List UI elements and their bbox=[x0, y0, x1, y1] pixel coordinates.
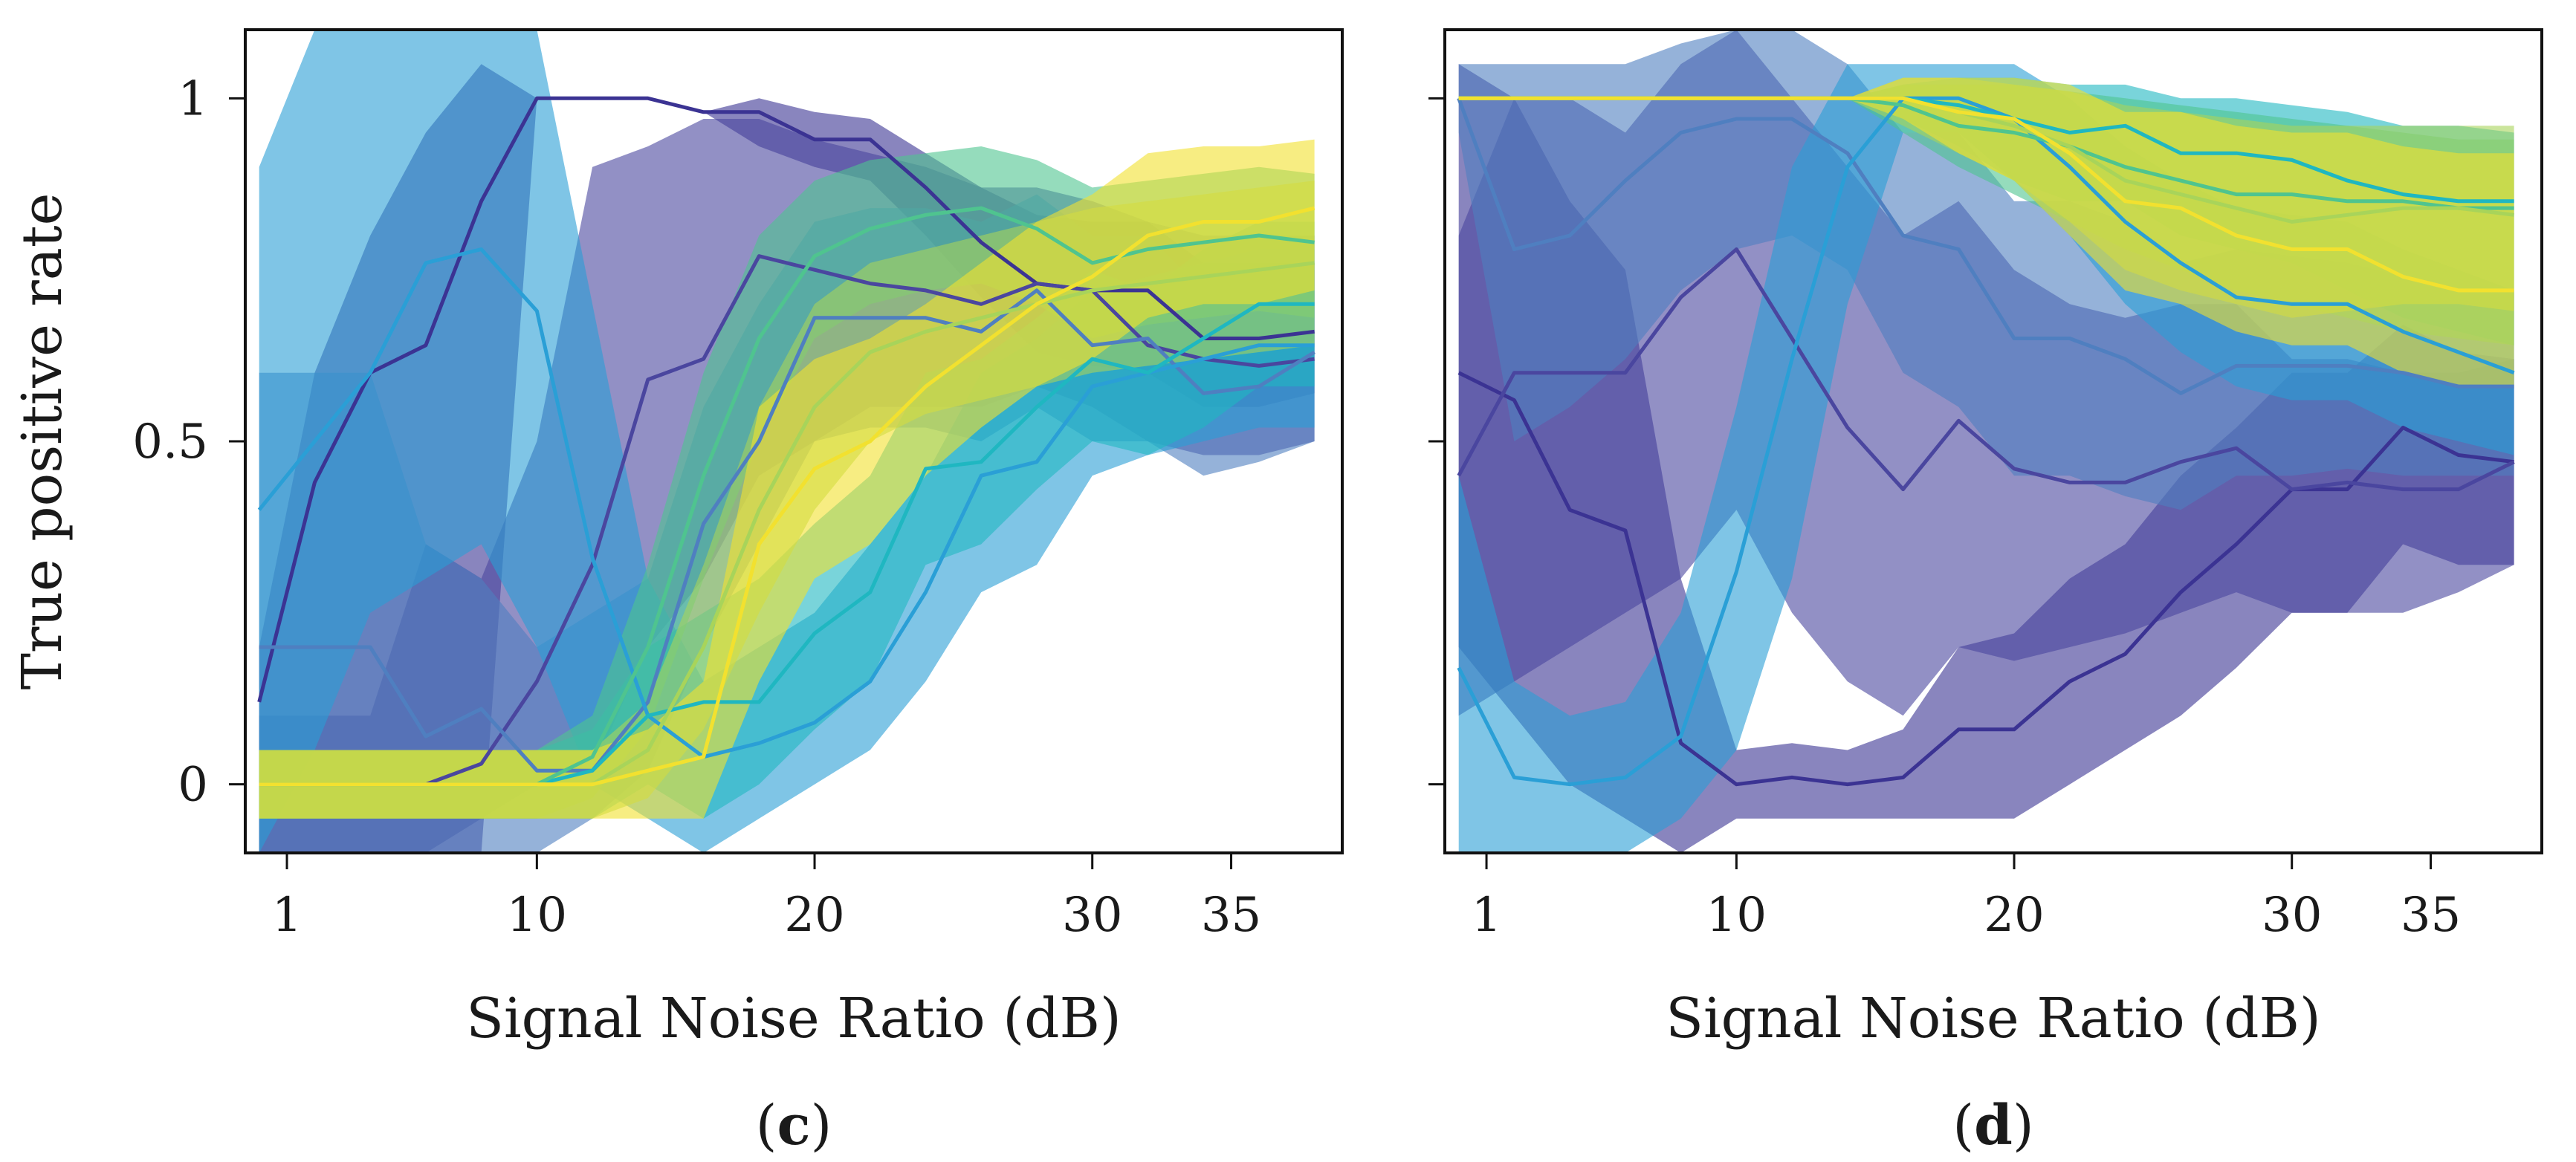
y-axis-label: True positive rate bbox=[10, 193, 74, 690]
series-line-4 bbox=[1457, 96, 2515, 787]
x-tick-label: 10 bbox=[1706, 888, 1767, 943]
x-tick-label: 30 bbox=[2262, 888, 2322, 943]
series-line-4 bbox=[257, 247, 1315, 759]
x-tick-label: 1 bbox=[1472, 888, 1502, 943]
panel-label: (d) bbox=[1952, 1094, 2034, 1158]
plot-area bbox=[257, 30, 1315, 853]
series-line-1 bbox=[1457, 371, 2514, 787]
series-line-2 bbox=[259, 254, 1315, 787]
y-tick-label: 0.5 bbox=[132, 415, 208, 470]
series-line-1 bbox=[257, 96, 1315, 703]
x-tick-label: 1 bbox=[272, 888, 302, 943]
panel-d: 1 10 20 30 35 Signal Noise Ratio (dB) (d) bbox=[1428, 28, 2543, 1158]
x-axis-label: Signal Noise Ratio (dB) bbox=[466, 987, 1121, 1051]
panel-c: 1 10 20 30 35 0 0.5 1 Signal Noise Ratio (dB) Tru… bbox=[10, 28, 1344, 1158]
panel-letter: c bbox=[777, 1094, 810, 1158]
y-tick-label: 1 bbox=[178, 71, 208, 126]
x-tick-label: 30 bbox=[1062, 888, 1122, 943]
confidence-band-3 bbox=[1458, 30, 2514, 510]
x-tick-label: 20 bbox=[1984, 888, 2044, 943]
x-tick-label: 10 bbox=[507, 888, 567, 943]
confidence-band-8 bbox=[259, 139, 1315, 819]
series-line-3 bbox=[1457, 97, 2514, 395]
confidence-band-4 bbox=[259, 30, 1315, 853]
panel-letter: d bbox=[1974, 1094, 2013, 1158]
series-line-8 bbox=[1458, 96, 2514, 293]
y-tick-label: 0 bbox=[178, 758, 208, 813]
series-line-3 bbox=[259, 288, 1315, 773]
x-tick-label: 35 bbox=[1201, 888, 1261, 943]
panel-label: (c) bbox=[756, 1094, 832, 1158]
series-line-2 bbox=[1457, 247, 2515, 492]
plot-area bbox=[1457, 30, 2515, 853]
x-axis-label: Signal Noise Ratio (dB) bbox=[1666, 987, 2320, 1051]
x-tick-label: 35 bbox=[2401, 888, 2461, 943]
x-tick-label: 20 bbox=[784, 888, 844, 943]
series-line-8 bbox=[259, 206, 1315, 787]
